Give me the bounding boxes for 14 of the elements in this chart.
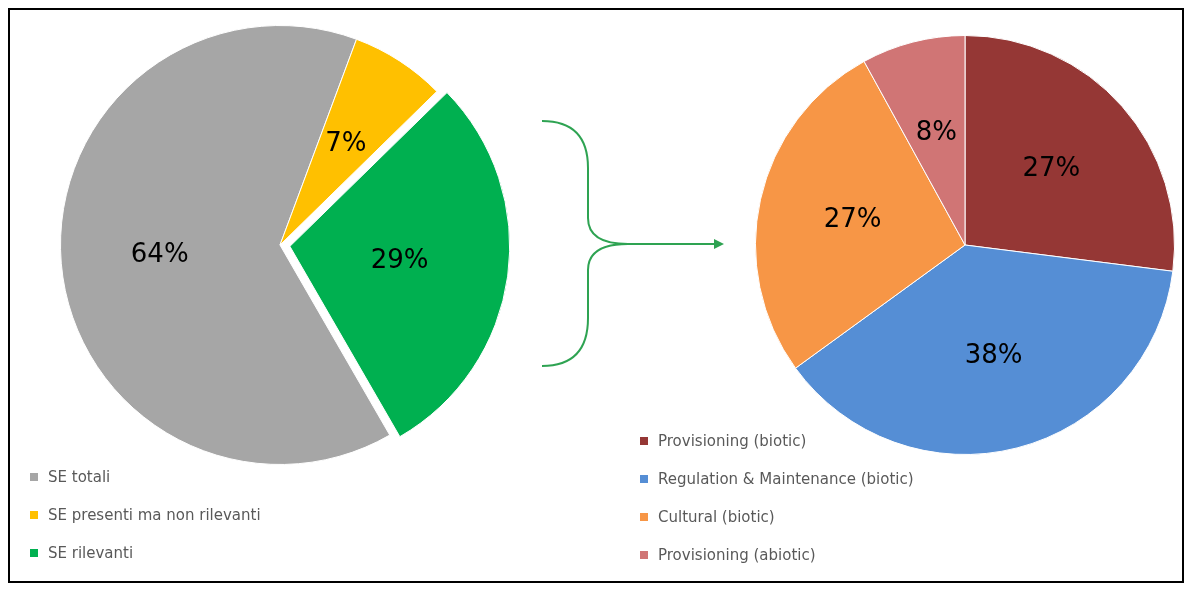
data-label: 64%	[130, 237, 189, 268]
legend-label: Regulation & Maintenance (biotic)	[658, 470, 914, 488]
data-label: 38%	[964, 339, 1023, 370]
legend-label: Provisioning (abiotic)	[658, 546, 816, 564]
data-label: 7%	[325, 126, 367, 157]
legend-label: SE totali	[48, 468, 111, 486]
legend-label: Provisioning (biotic)	[658, 432, 807, 450]
legend-label: SE presenti ma non rilevanti	[48, 506, 261, 524]
data-label: 29%	[370, 244, 429, 275]
data-label: 27%	[1022, 151, 1081, 182]
data-label: 8%	[915, 116, 957, 147]
legend-label: Cultural (biotic)	[658, 508, 775, 526]
legend-label: SE rilevanti	[48, 544, 134, 562]
data-label: 27%	[823, 202, 882, 233]
